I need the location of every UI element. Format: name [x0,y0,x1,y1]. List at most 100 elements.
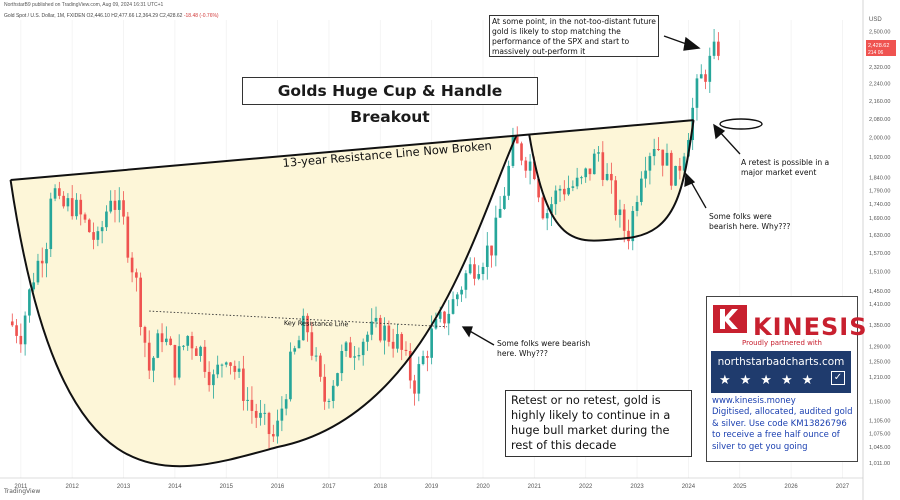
candle-body [361,341,365,356]
candle-body [421,356,425,365]
candle-body [194,348,198,356]
price-tick-label: 2,320.00 [869,65,890,71]
time-tick-label: 2018 [374,484,388,490]
candle-body [511,136,515,166]
candle-body [263,412,267,414]
time-tick-label: 2015 [220,484,234,490]
candle-body [464,273,468,290]
currency-label: USD [869,17,882,23]
candle-body [254,410,258,418]
candle-body [130,257,134,273]
candle-body [648,156,652,171]
candle-body [165,338,168,343]
symbol-name: Gold Spot / U.S. Dollar, 1M, FXIDEN [4,13,86,19]
candle-body [301,315,305,341]
key-resistance-line [149,310,448,328]
candle-body [567,187,570,195]
tradingview-logo: TradingView [4,488,41,495]
candle-body [319,355,322,377]
candle-body [374,317,378,322]
candle-body [100,227,104,232]
candle-body [404,349,408,352]
price-tick-label: 1,350.00 [869,323,890,329]
candle-body [173,344,177,378]
candle-body [199,346,202,356]
candle-body [481,266,485,275]
site-banner[interactable]: northstarbadcharts.com ★★★★★ ✓ [711,351,851,393]
candle-body [391,341,395,349]
kinesis-logo: KINESIS [713,303,867,341]
price-tick-label: 1,790.00 [869,189,890,195]
time-tick-label: 2023 [630,484,644,490]
candle-body [160,333,164,343]
candle-body [460,289,463,295]
candle-body [70,198,74,217]
chart-title: Golds Huge Cup & Handle Breakout [242,77,538,126]
price-tick-label: 1,011.00 [869,461,890,467]
candle-body [182,345,185,347]
candle-body [571,186,575,188]
candle-body [400,334,404,350]
candle-body [152,357,155,371]
price-tick-label: 1,210.00 [869,375,890,381]
candle-body [674,165,677,186]
candle-body [224,362,228,365]
price-tick-label: 2,240.00 [869,82,890,88]
ohlc-values: O2,446.10 H2,477.66 L2,364.29 C2,428.62 [86,13,183,19]
candle-body [306,315,309,333]
candle-body [545,213,549,219]
candle-body [490,245,493,256]
candle-body [212,374,215,386]
candle-body [678,165,682,171]
time-tick-label: 2014 [168,484,182,490]
candle-body [117,200,121,210]
candle-body [323,376,326,402]
candle-body [19,335,23,345]
site-link[interactable]: northstarbadcharts.com [717,356,845,368]
candle-body [177,346,181,378]
time-tick-label: 2026 [784,484,798,490]
candle-body [280,408,284,421]
kinesis-url[interactable]: www.kinesis.money [712,396,796,406]
publish-line: NorthstarB9 published on TradingView.com… [4,2,164,8]
candle-body [588,168,592,175]
candle-body [447,313,451,324]
time-tick-label: 2020 [476,484,490,490]
candle-body [10,321,14,326]
candle-body [554,190,558,205]
candle-body [644,170,647,179]
candle-body [383,325,386,341]
candle-body [498,208,502,218]
candle-body [327,400,331,402]
price-tick-label: 2,080.00 [869,117,890,123]
price-tick-label: 1,105.00 [869,418,890,424]
candle-body [520,143,523,161]
kinesis-advert[interactable]: KINESIS Proudly partnered with northstar… [706,296,867,462]
price-tick-label: 2,160.00 [869,99,890,105]
candle-body [485,245,489,267]
bearish-note-cup: Some folks were bearish here. Why??? [497,339,591,358]
price-tick-label: 1,250.00 [869,360,890,366]
handle-arc [528,119,695,242]
candle-body [601,152,605,180]
candle-body [126,216,130,258]
candle-body [610,173,613,181]
bearish-note-handle: Some folks were bearish here. Why??? [709,212,791,231]
price-tick-label: 2,000.00 [869,136,890,142]
candle-body [15,325,18,336]
candle-body [216,364,220,375]
time-axis: 2011 2012 2013 2014 2015 2016 2017 2018 2019 2020… [0,477,863,490]
candle-body [62,195,65,207]
candle-body [58,188,61,196]
candle-body [32,282,36,290]
candle-body [113,200,117,210]
partner-line: Proudly partnered with [742,339,822,347]
candle-body [618,209,622,216]
candle-body [207,371,211,386]
time-tick-label: 2019 [425,484,439,490]
candle-body [314,355,318,357]
price-tick-label: 1,510.00 [869,270,890,276]
candle-body [49,198,53,250]
kinesis-brand: KINESIS [753,313,868,341]
key-resistance-label: Key Resistance Line [283,319,349,329]
